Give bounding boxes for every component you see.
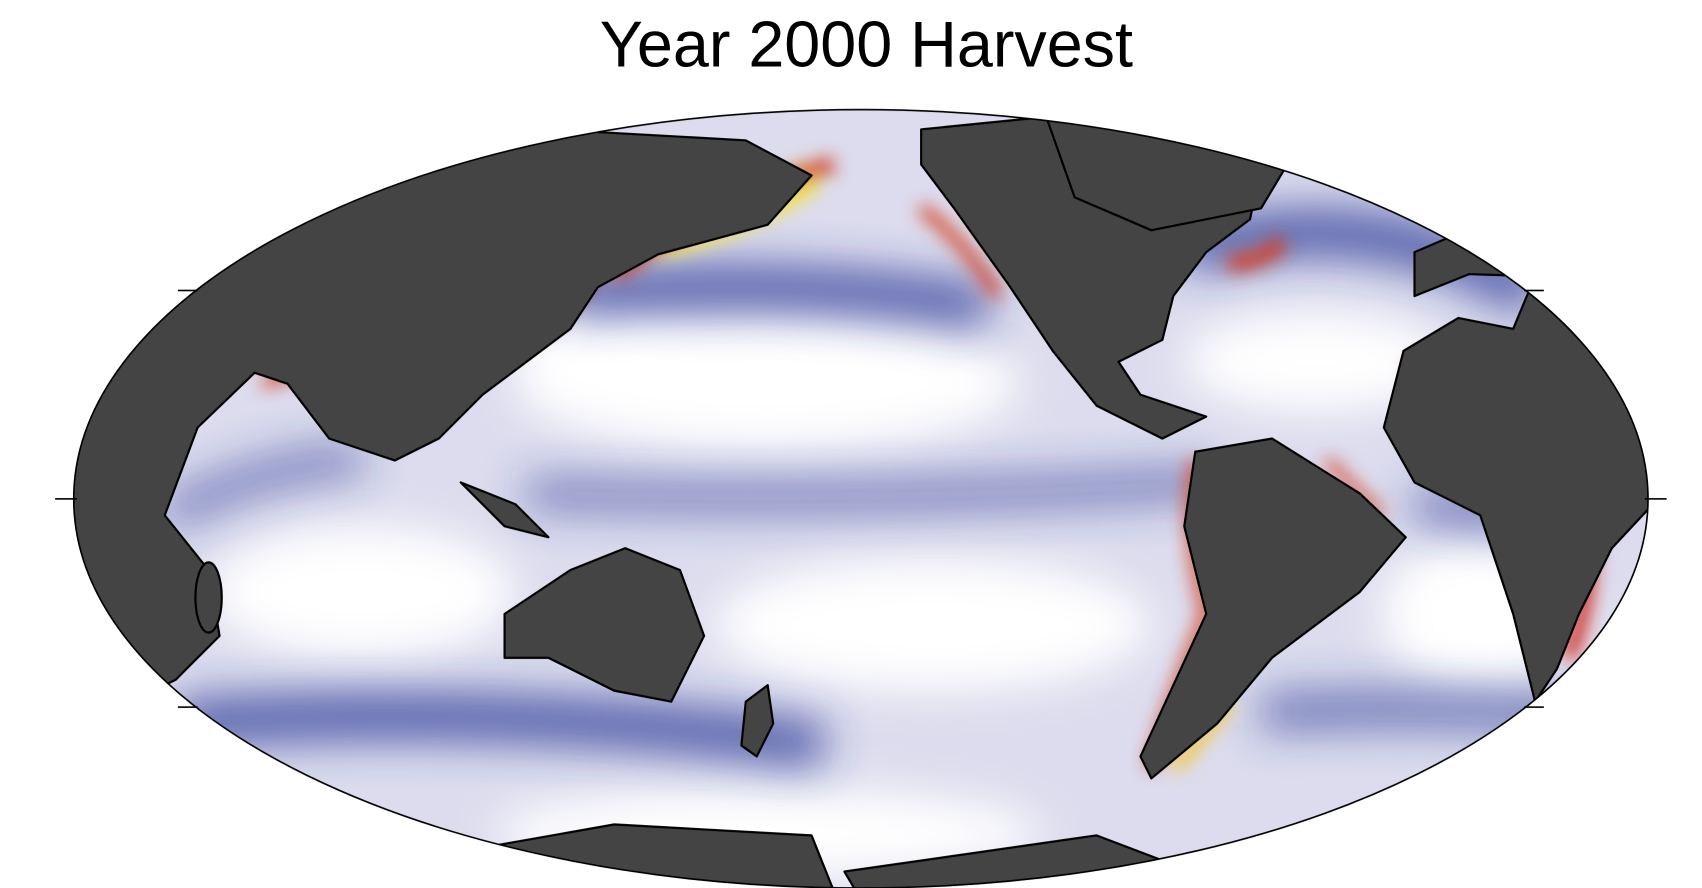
low-harvest-areas (208, 306, 1579, 878)
map-body (73, 109, 1649, 888)
frame-ticks (55, 289, 1667, 708)
map-title: Year 2000 Harvest (600, 7, 1133, 80)
